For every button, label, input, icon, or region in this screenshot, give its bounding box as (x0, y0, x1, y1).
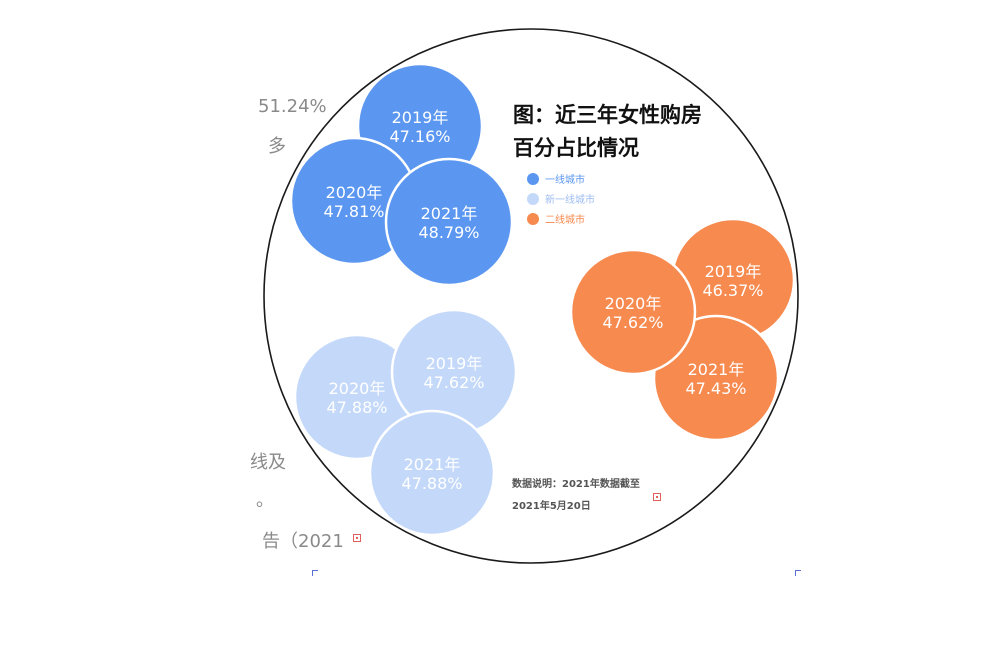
background-text-period: 。 (256, 490, 274, 511)
legend-swatch-tier2 (527, 213, 539, 225)
bubble-year-label-tier1-2: 2021年 (421, 204, 478, 223)
chart-title-line-1: 图：近三年女性购房 (513, 103, 702, 127)
chart-title-line-2: 百分占比情况 (513, 136, 639, 160)
bubble-year-label-tier2-1: 2020年 (605, 294, 662, 313)
selection-corner-left (312, 570, 318, 576)
bubble-value-label-tier2-1: 47.62% (602, 313, 663, 332)
background-text-report: 告（2021 (262, 531, 344, 552)
bubble-value-label-tier1-2: 48.79% (418, 223, 479, 242)
anchor-marker-report (353, 534, 361, 542)
bubble-value-label-new-tier1-0: 47.62% (423, 373, 484, 392)
legend-label-tier1: 一线城市 (545, 173, 585, 186)
data-note-line-1: 数据说明：2021年数据截至 (512, 477, 640, 490)
data-note-line-2: 2021年5月20日 (512, 499, 591, 512)
bubble-tier2-1 (569, 248, 697, 376)
bubble-year-label-tier2-2: 2021年 (688, 360, 745, 379)
bubble-new-tier1-2 (368, 409, 496, 537)
bubble-value-label-tier2-2: 47.43% (685, 379, 746, 398)
bubble-year-label-new-tier1-1: 2020年 (329, 379, 386, 398)
bubble-year-label-new-tier1-2: 2021年 (404, 455, 461, 474)
bubble-year-label-tier1-1: 2020年 (326, 183, 383, 202)
background-text-duo: 多 (268, 136, 286, 157)
bubble-year-label-tier2-0: 2019年 (705, 262, 762, 281)
legend-swatch-tier1 (527, 173, 539, 185)
selection-corner-right (795, 570, 801, 576)
bubble-value-label-new-tier1-2: 47.88% (401, 474, 462, 493)
bubble-tier1-2 (384, 157, 514, 287)
bubble-value-label-tier2-0: 46.37% (702, 281, 763, 300)
bubble-value-label-tier1-1: 47.81% (323, 202, 384, 221)
background-text-xianji: 线及 (250, 452, 286, 473)
legend-label-tier2: 二线城市 (545, 213, 585, 226)
bubble-value-label-new-tier1-1: 47.88% (326, 398, 387, 417)
background-text-percent: 51.24% (258, 96, 327, 117)
legend-swatch-new-tier1 (527, 193, 539, 205)
anchor-marker-note (653, 493, 661, 501)
bubble-year-label-new-tier1-0: 2019年 (426, 354, 483, 373)
legend-label-new-tier1: 新一线城市 (545, 193, 595, 206)
bubble-value-label-tier1-0: 47.16% (389, 127, 450, 146)
legend: 一线城市 新一线城市 二线城市 (527, 173, 595, 226)
bubble-year-label-tier1-0: 2019年 (392, 108, 449, 127)
